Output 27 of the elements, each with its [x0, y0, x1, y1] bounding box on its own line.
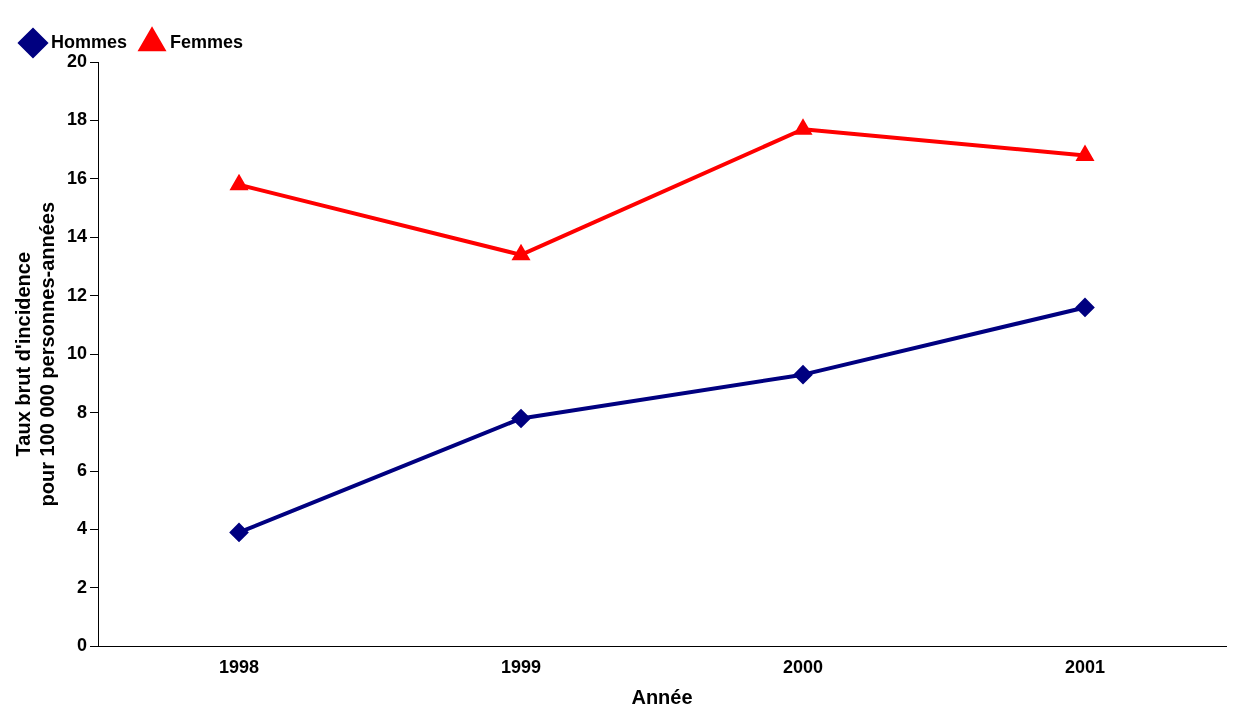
point — [794, 365, 813, 384]
point — [512, 245, 530, 261]
y-tick-label: 14 — [66, 226, 88, 247]
y-tick-label: 10 — [66, 343, 88, 364]
y-tick-label: 2 — [77, 576, 88, 597]
y-tick-label: 16 — [66, 167, 88, 188]
point — [1076, 146, 1094, 161]
legend-label: Femmes — [170, 31, 244, 52]
point — [512, 409, 531, 428]
y-tick-label: 18 — [66, 109, 88, 130]
point — [230, 175, 248, 191]
x-tick-label: 1998 — [219, 657, 260, 678]
x-axis-title: Année — [631, 685, 693, 708]
y-tick-label: 8 — [77, 401, 88, 422]
x-tick-label: 2001 — [1064, 657, 1106, 678]
y-tick-label: 4 — [77, 518, 88, 539]
y-tick-label: 20 — [66, 50, 88, 71]
point — [794, 120, 812, 135]
point — [230, 523, 249, 542]
legend-label: Hommes — [51, 31, 128, 52]
x-tick-label: 2000 — [782, 657, 824, 678]
y-tick-label: 0 — [77, 635, 88, 656]
y-tick-label: 6 — [77, 460, 88, 481]
y-tick-label: 12 — [66, 284, 88, 305]
point — [1076, 298, 1094, 317]
y-axis-title: Taux brut d'incidence pour 100 000 personnes-années — [11, 201, 58, 507]
x-tick-label: 1999 — [500, 657, 542, 678]
